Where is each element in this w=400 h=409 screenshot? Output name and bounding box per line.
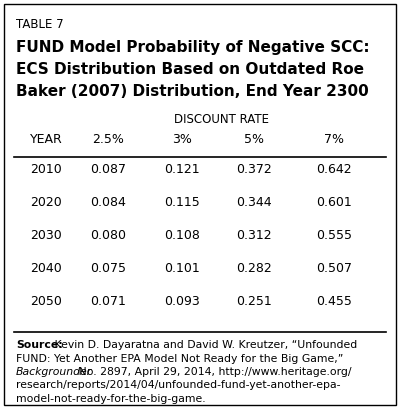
Text: 0.344: 0.344 <box>236 196 272 209</box>
Text: Kevin D. Dayaratna and David W. Kreutzer, “Unfounded: Kevin D. Dayaratna and David W. Kreutzer… <box>51 340 357 350</box>
Text: 0.087: 0.087 <box>90 163 126 176</box>
Text: 0.115: 0.115 <box>164 196 200 209</box>
Text: 2040: 2040 <box>30 262 62 275</box>
Text: 0.372: 0.372 <box>236 163 272 176</box>
Text: 0.101: 0.101 <box>164 262 200 275</box>
Text: model-not-ready-for-the-big-game.: model-not-ready-for-the-big-game. <box>16 394 206 404</box>
Text: 3%: 3% <box>172 133 192 146</box>
Text: 0.093: 0.093 <box>164 295 200 308</box>
Text: FUND: Yet Another EPA Model Not Ready for the Big Game,”: FUND: Yet Another EPA Model Not Ready fo… <box>16 353 343 364</box>
Text: 0.507: 0.507 <box>316 262 352 275</box>
Text: 0.108: 0.108 <box>164 229 200 242</box>
Text: 0.071: 0.071 <box>90 295 126 308</box>
Text: FUND Model Probability of Negative SCC:: FUND Model Probability of Negative SCC: <box>16 40 370 55</box>
Text: 2020: 2020 <box>30 196 62 209</box>
Text: 0.121: 0.121 <box>164 163 200 176</box>
Text: 2050: 2050 <box>30 295 62 308</box>
Text: 0.312: 0.312 <box>236 229 272 242</box>
Text: 0.455: 0.455 <box>316 295 352 308</box>
Text: 0.251: 0.251 <box>236 295 272 308</box>
Text: Backgrounder: Backgrounder <box>16 367 92 377</box>
Text: ECS Distribution Based on Outdated Roe: ECS Distribution Based on Outdated Roe <box>16 62 364 77</box>
Text: YEAR: YEAR <box>30 133 63 146</box>
Text: 0.601: 0.601 <box>316 196 352 209</box>
Text: 7%: 7% <box>324 133 344 146</box>
Text: 2010: 2010 <box>30 163 62 176</box>
Text: No. 2897, April 29, 2014, http://www.heritage.org/: No. 2897, April 29, 2014, http://www.her… <box>75 367 352 377</box>
Text: 0.282: 0.282 <box>236 262 272 275</box>
Text: 0.080: 0.080 <box>90 229 126 242</box>
Text: 5%: 5% <box>244 133 264 146</box>
Text: DISCOUNT RATE: DISCOUNT RATE <box>174 113 268 126</box>
Text: research/reports/2014/04/unfounded-fund-yet-another-epa-: research/reports/2014/04/unfounded-fund-… <box>16 380 340 391</box>
Text: 0.555: 0.555 <box>316 229 352 242</box>
Text: 2.5%: 2.5% <box>92 133 124 146</box>
Text: 0.084: 0.084 <box>90 196 126 209</box>
Text: TABLE 7: TABLE 7 <box>16 18 64 31</box>
Text: Baker (2007) Distribution, End Year 2300: Baker (2007) Distribution, End Year 2300 <box>16 84 369 99</box>
Text: 0.075: 0.075 <box>90 262 126 275</box>
Text: 2030: 2030 <box>30 229 62 242</box>
Text: Source:: Source: <box>16 340 63 350</box>
Text: 0.642: 0.642 <box>316 163 352 176</box>
